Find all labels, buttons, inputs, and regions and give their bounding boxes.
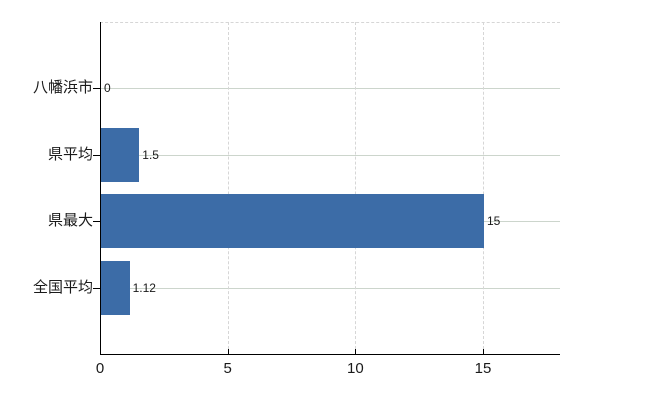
category-label: 八幡浜市 <box>32 79 93 97</box>
gridline-horizontal <box>100 154 560 156</box>
gridline-vertical <box>355 22 357 354</box>
category-label: 県最大 <box>47 212 93 230</box>
bar-value-label: 1.5 <box>142 147 159 162</box>
x-axis-tick <box>227 349 229 354</box>
x-tick-label: 5 <box>223 360 232 377</box>
plot-top-border <box>100 22 560 23</box>
gridline-horizontal <box>100 88 560 90</box>
bar-value-label: 15 <box>487 214 501 229</box>
y-axis-tick <box>93 154 100 156</box>
bar <box>101 260 130 315</box>
bar-value-label: 1.12 <box>132 280 156 295</box>
x-axis-tick <box>355 349 357 354</box>
bar <box>101 194 484 249</box>
category-label: 県平均 <box>47 145 93 163</box>
gridline-horizontal <box>100 287 560 289</box>
x-tick-label: 15 <box>474 360 492 377</box>
x-axis-line <box>100 354 560 355</box>
y-axis-tick <box>93 221 100 223</box>
bar-value-label: 0 <box>104 81 111 96</box>
x-axis-tick <box>100 349 101 354</box>
y-axis-line <box>100 22 101 355</box>
bar <box>101 127 140 182</box>
x-tick-label: 0 <box>95 360 105 377</box>
x-tick-label: 10 <box>346 360 364 377</box>
gridline-vertical <box>227 22 229 354</box>
y-axis-tick <box>93 287 100 289</box>
gridline-vertical <box>483 22 484 354</box>
x-axis-tick <box>483 349 484 354</box>
y-axis-tick <box>93 88 100 90</box>
category-label: 全国平均 <box>32 278 93 296</box>
